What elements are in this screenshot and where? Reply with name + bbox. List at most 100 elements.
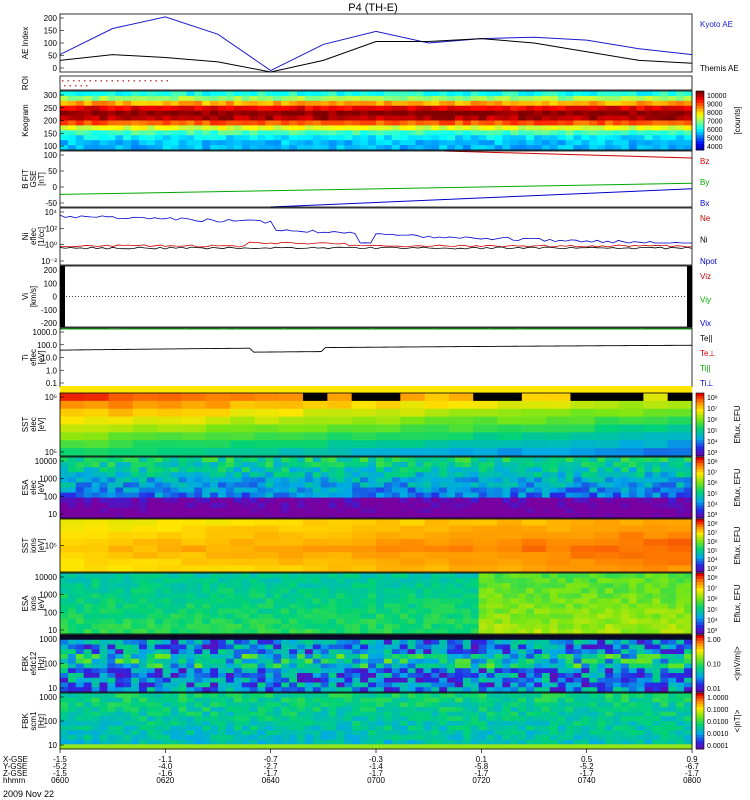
spectrogram-cell <box>399 100 409 107</box>
spectrogram-cell <box>289 663 298 669</box>
spectrogram-cell <box>597 100 606 107</box>
spectrogram-cell <box>249 497 258 504</box>
spectrogram-cell <box>139 687 148 693</box>
y-tick-label: 100 <box>44 151 58 160</box>
spectrogram-cell <box>75 120 85 126</box>
spectrogram-cell <box>83 593 93 599</box>
spectrogram-cell <box>241 462 251 468</box>
spectrogram-cell <box>75 457 85 463</box>
spectrogram-cell <box>154 91 164 97</box>
spectrogram-cell <box>660 105 669 112</box>
spectrogram-cell <box>541 487 551 494</box>
spectrogram-cell <box>67 497 77 504</box>
spectrogram-cell <box>581 477 590 483</box>
spectrogram-cell <box>497 532 523 540</box>
spectrogram-cell <box>83 120 93 126</box>
spectrogram-cell <box>194 140 203 146</box>
spectrogram-cell <box>154 693 164 699</box>
spectrogram-cell <box>91 115 100 121</box>
spectrogram-cell <box>473 408 499 418</box>
spectrogram-cell <box>565 482 574 488</box>
spectrogram-cell <box>447 507 456 514</box>
spectrogram-cell <box>181 393 207 402</box>
spectrogram-cell <box>415 507 424 514</box>
spectrogram-cell <box>549 100 559 107</box>
spectrogram-cell <box>415 482 424 488</box>
colorbar-cell <box>696 490 704 495</box>
spectrogram-cell <box>565 130 574 136</box>
spectrogram-cell <box>281 472 290 478</box>
spectrogram-cell <box>132 532 158 540</box>
spectrogram-cell <box>336 639 345 645</box>
spectrogram-cell <box>83 487 93 494</box>
spectrogram-cell <box>376 502 385 509</box>
spectrogram-cell <box>327 565 353 573</box>
spectrogram-cell <box>620 677 630 683</box>
spectrogram-cell <box>297 487 306 494</box>
spectrogram-cell <box>613 497 622 504</box>
spectrogram-cell <box>107 120 116 126</box>
spectrogram-cell <box>352 497 361 504</box>
spectrogram-cell <box>273 507 282 514</box>
spectrogram-cell <box>154 115 164 121</box>
spectrogram-cell <box>210 482 219 488</box>
spectrogram-cell <box>636 608 646 615</box>
spectrogram-cell <box>644 623 653 630</box>
spectrogram-cell <box>107 744 116 750</box>
spectrogram-cell <box>328 608 337 615</box>
spectrogram-cell <box>549 649 559 655</box>
spectrogram-cell <box>233 120 243 126</box>
spectrogram-cell <box>549 462 559 468</box>
spectrogram-cell <box>257 608 266 615</box>
spectrogram-cell <box>257 497 266 504</box>
spectrogram-cell <box>376 654 385 660</box>
spectrogram-cell <box>605 608 614 615</box>
spectrogram-cell <box>541 593 551 599</box>
spectrogram-cell <box>202 95 211 102</box>
spectrogram-cell <box>573 588 582 594</box>
spectrogram-cell <box>534 673 543 679</box>
spectrogram-cell <box>91 639 100 645</box>
spectrogram-cell <box>344 145 353 151</box>
spectrogram-cell <box>218 608 227 615</box>
spectrogram-cell <box>391 654 401 660</box>
spectrogram-cell <box>249 711 258 717</box>
spectrogram-cell <box>470 140 480 146</box>
spectrogram-cell <box>462 654 472 660</box>
spectrogram-cell <box>502 91 511 97</box>
spectrogram-cell <box>278 400 304 410</box>
spectrogram-cell <box>157 565 183 573</box>
spectrogram-cell <box>75 583 85 589</box>
spectrogram-cell <box>581 91 590 97</box>
spectrogram-cell <box>684 658 693 664</box>
spectrogram-cell <box>439 507 448 514</box>
spectrogram-cell <box>462 677 472 683</box>
spectrogram-cell <box>123 682 132 688</box>
spectrogram-cell <box>565 467 574 473</box>
spectrogram-cell <box>115 573 124 579</box>
spectrogram-cell <box>60 502 69 509</box>
spectrogram-cell <box>304 477 314 483</box>
spectrogram-cell <box>423 608 432 615</box>
spectrogram-cell <box>620 512 630 519</box>
spectrogram-cell <box>328 644 337 650</box>
spectrogram-cell <box>162 140 172 146</box>
spectrogram-cell <box>83 583 93 589</box>
spectrogram-cell <box>75 716 85 722</box>
spectrogram-cell <box>83 462 93 468</box>
spectrogram-cell <box>60 639 69 645</box>
spectrogram-cell <box>549 110 559 117</box>
spectrogram-cell <box>210 739 219 745</box>
spectrogram-cell <box>439 140 448 146</box>
spectrogram-cell <box>154 140 164 146</box>
spectrogram-cell <box>352 100 361 107</box>
spectrogram-cell <box>265 135 274 141</box>
spectrogram-cell <box>115 502 124 509</box>
spectrogram-cell <box>502 644 511 650</box>
spectrogram-cell <box>620 623 630 630</box>
spectrogram-cell <box>289 711 298 717</box>
spectrogram-cell <box>557 583 567 589</box>
spectrogram-cell <box>162 644 172 650</box>
spectrogram-cell <box>660 115 669 121</box>
spectrogram-cell <box>233 105 243 112</box>
